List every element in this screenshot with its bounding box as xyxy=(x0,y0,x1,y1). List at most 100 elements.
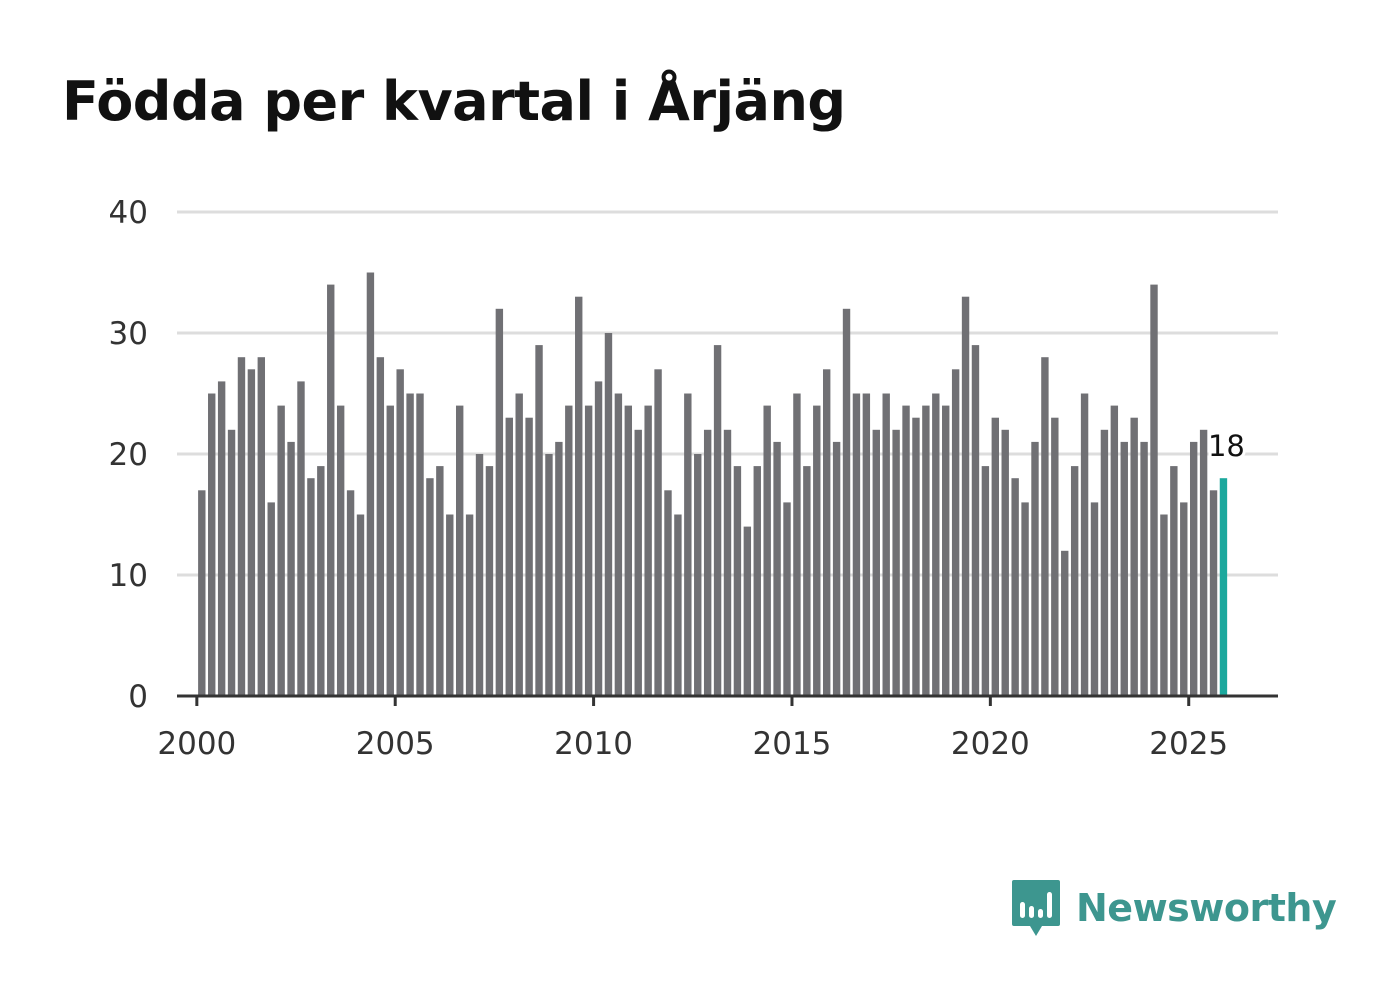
bar[interactable] xyxy=(594,381,603,696)
bar[interactable] xyxy=(743,526,752,696)
bar[interactable] xyxy=(684,393,692,697)
bar[interactable] xyxy=(664,490,672,696)
bar[interactable] xyxy=(654,369,662,696)
bar[interactable] xyxy=(307,478,315,696)
bar[interactable] xyxy=(376,357,385,696)
bar[interactable] xyxy=(703,429,712,696)
bar[interactable] xyxy=(475,454,484,696)
bar[interactable] xyxy=(723,429,732,696)
bar[interactable] xyxy=(1170,466,1178,696)
bar[interactable] xyxy=(366,272,375,697)
bar[interactable] xyxy=(217,381,226,696)
bar[interactable] xyxy=(1160,514,1168,697)
bar[interactable] xyxy=(1189,441,1198,696)
bar[interactable] xyxy=(842,308,851,696)
bar[interactable] xyxy=(832,441,841,696)
bar[interactable] xyxy=(525,417,533,696)
bar[interactable] xyxy=(396,369,404,696)
bar[interactable] xyxy=(555,441,563,696)
bar[interactable] xyxy=(267,502,275,696)
bar[interactable] xyxy=(297,381,305,696)
bar[interactable] xyxy=(624,405,633,696)
bar[interactable] xyxy=(575,296,583,696)
bar[interactable] xyxy=(277,405,285,696)
bar[interactable] xyxy=(565,405,573,696)
bar[interactable] xyxy=(287,441,295,696)
bar[interactable] xyxy=(485,466,494,696)
bar[interactable] xyxy=(813,405,821,696)
bar[interactable] xyxy=(346,490,355,696)
bar[interactable] xyxy=(1209,490,1218,696)
bar[interactable] xyxy=(1070,466,1079,696)
bar[interactable] xyxy=(753,466,761,696)
bar[interactable] xyxy=(991,417,1000,696)
bar[interactable] xyxy=(1080,393,1089,697)
bar[interactable] xyxy=(208,393,216,697)
bar[interactable] xyxy=(1199,429,1208,696)
bar[interactable] xyxy=(902,405,910,696)
bar[interactable] xyxy=(674,514,682,697)
bar[interactable] xyxy=(426,478,434,696)
bar[interactable] xyxy=(604,333,613,696)
bar[interactable] xyxy=(317,466,325,696)
bar[interactable] xyxy=(1041,357,1049,696)
bar[interactable] xyxy=(327,284,335,696)
bar[interactable] xyxy=(912,417,920,696)
bar[interactable] xyxy=(545,454,553,696)
bar[interactable] xyxy=(862,393,871,697)
bar[interactable] xyxy=(237,357,246,696)
bar[interactable] xyxy=(694,454,702,696)
bar[interactable] xyxy=(1120,441,1128,696)
bar[interactable] xyxy=(198,490,206,696)
bar[interactable] xyxy=(793,393,801,697)
bar[interactable] xyxy=(1090,502,1099,696)
bar[interactable] xyxy=(961,296,970,696)
bar[interactable] xyxy=(644,405,652,696)
bar[interactable] xyxy=(495,308,504,696)
bar[interactable] xyxy=(932,393,940,697)
bar[interactable] xyxy=(981,466,990,696)
bar[interactable] xyxy=(1150,284,1158,696)
bar[interactable] xyxy=(634,429,642,696)
bar[interactable] xyxy=(1051,417,1059,696)
bar[interactable] xyxy=(872,429,880,696)
bar[interactable] xyxy=(386,405,394,696)
bar[interactable] xyxy=(1180,502,1188,696)
bar[interactable] xyxy=(803,466,811,696)
bar[interactable] xyxy=(773,441,781,696)
bar[interactable] xyxy=(614,393,623,697)
bar[interactable] xyxy=(257,357,266,696)
bar[interactable] xyxy=(247,369,256,696)
bar[interactable] xyxy=(1061,550,1069,696)
bar[interactable] xyxy=(882,393,890,697)
bar[interactable] xyxy=(822,369,831,696)
bar[interactable] xyxy=(763,405,771,696)
bar[interactable] xyxy=(783,502,791,696)
bar[interactable] xyxy=(505,417,513,696)
bar[interactable] xyxy=(227,429,236,696)
bar[interactable] xyxy=(1110,405,1119,696)
bar[interactable] xyxy=(852,393,861,697)
bar[interactable] xyxy=(1001,429,1009,696)
bar[interactable] xyxy=(713,345,722,696)
bar[interactable] xyxy=(942,405,950,696)
bar-latest[interactable] xyxy=(1219,478,1228,696)
bar[interactable] xyxy=(892,429,900,696)
bar[interactable] xyxy=(1140,441,1148,696)
bar[interactable] xyxy=(1100,429,1109,696)
bar[interactable] xyxy=(336,405,345,696)
bar[interactable] xyxy=(515,393,523,697)
bar[interactable] xyxy=(446,514,454,697)
bar[interactable] xyxy=(733,466,742,696)
bar[interactable] xyxy=(584,405,593,696)
bar[interactable] xyxy=(1021,502,1029,696)
bar[interactable] xyxy=(436,466,444,696)
bar[interactable] xyxy=(1130,417,1138,696)
bar[interactable] xyxy=(406,393,414,697)
bar[interactable] xyxy=(951,369,960,696)
bar[interactable] xyxy=(455,405,464,696)
bar[interactable] xyxy=(465,514,474,697)
bar[interactable] xyxy=(1031,441,1039,696)
bar[interactable] xyxy=(1011,478,1019,696)
bar[interactable] xyxy=(416,393,424,697)
